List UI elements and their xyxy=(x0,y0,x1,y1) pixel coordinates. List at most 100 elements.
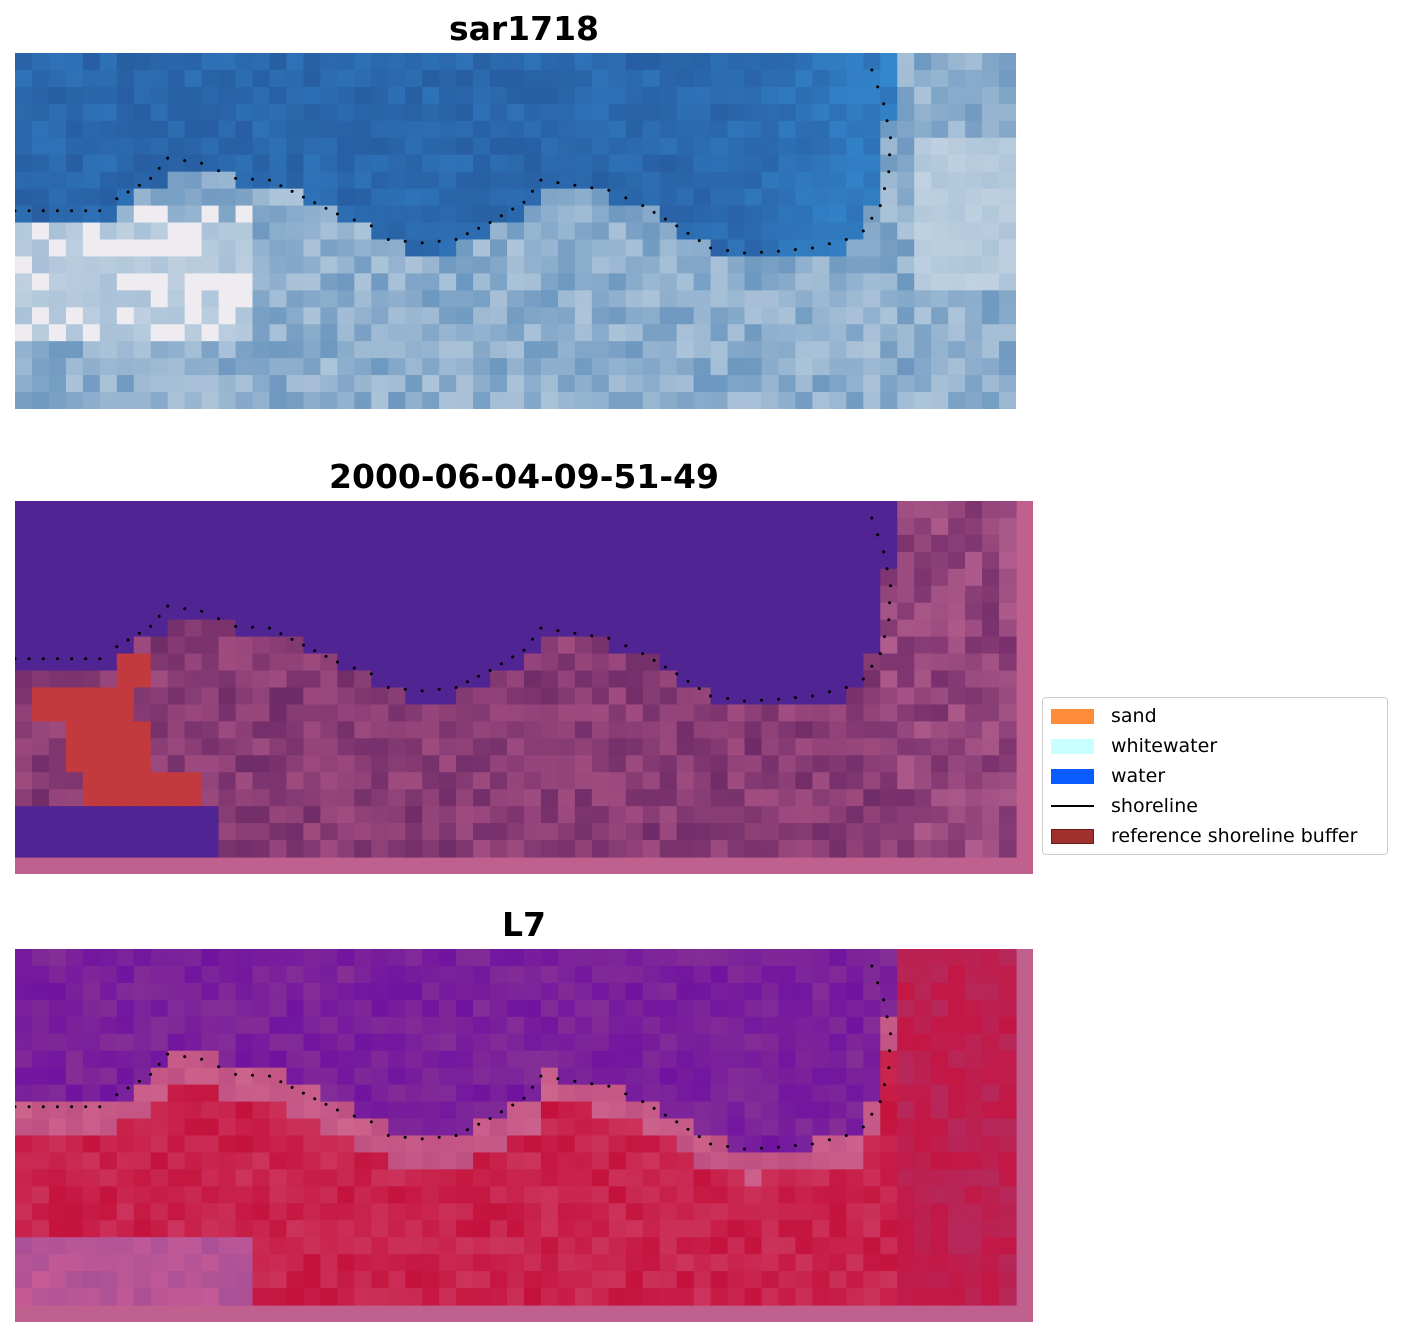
shoreline-dot xyxy=(726,697,730,700)
shoreline-dot xyxy=(709,246,713,250)
shoreline-dot xyxy=(760,250,763,254)
shoreline-dot xyxy=(386,238,390,241)
shoreline-dot xyxy=(335,1108,339,1112)
shoreline-dot xyxy=(234,624,238,628)
shoreline-dot xyxy=(301,195,305,199)
legend-item-shoreline: shoreline xyxy=(1051,795,1198,817)
shoreline-dot xyxy=(251,625,254,629)
sand-swatch xyxy=(1051,708,1094,724)
shoreline-dot xyxy=(607,188,611,192)
shoreline-dot xyxy=(217,169,221,173)
shoreline-dot xyxy=(183,1055,187,1059)
shoreline-dot xyxy=(793,248,797,252)
shoreline-dot xyxy=(115,197,119,201)
shoreline-dot xyxy=(403,687,407,691)
shoreline-dot xyxy=(477,1122,481,1126)
shoreline-dot xyxy=(883,187,886,191)
shoreline-dot xyxy=(663,217,667,221)
panel-title-index: L7 xyxy=(502,905,546,944)
shoreline-dot xyxy=(885,567,889,571)
shoreline-dot xyxy=(98,1105,102,1109)
shoreline-dot xyxy=(499,662,503,666)
shoreline-dot xyxy=(313,649,317,653)
shoreline-dot xyxy=(870,516,874,520)
shoreline-dot xyxy=(777,249,780,253)
shoreline-dot xyxy=(335,660,339,664)
shoreline-dot xyxy=(41,657,45,661)
shoreline-dot xyxy=(290,637,294,641)
shoreline-dot xyxy=(844,1134,848,1137)
shoreline-dot xyxy=(511,1103,515,1107)
shoreline-dot xyxy=(149,1072,153,1076)
shoreline-dot xyxy=(870,664,874,668)
shoreline-dot xyxy=(810,1142,814,1146)
shoreline-dot xyxy=(827,1138,831,1142)
shoreline-dot xyxy=(686,679,690,683)
shoreline-dot xyxy=(641,204,645,208)
shoreline-dot xyxy=(84,209,88,213)
shoreline-dot xyxy=(301,1091,305,1095)
shoreline-dot xyxy=(641,652,645,656)
legend-item-sand: sand xyxy=(1051,705,1157,727)
shoreline-dot xyxy=(888,1049,892,1053)
shoreline-dot xyxy=(369,672,373,676)
shoreline-dot xyxy=(268,1074,271,1078)
shoreline-dot xyxy=(878,1100,882,1104)
shoreline-dot xyxy=(539,178,543,182)
shoreline-dot xyxy=(251,177,254,181)
shoreline-dot xyxy=(454,686,458,689)
shoreline-dot xyxy=(861,229,865,233)
shoreline-dot xyxy=(697,239,701,243)
shoreline-dot xyxy=(888,153,892,157)
shoreline-dot xyxy=(573,631,577,635)
shoreline-dot xyxy=(882,550,886,554)
shoreline-dot xyxy=(709,694,713,698)
shoreline-dot xyxy=(234,1072,238,1076)
shoreline-dot xyxy=(279,632,283,636)
shoreline-dot xyxy=(268,178,271,182)
shoreline-dot xyxy=(403,1135,407,1139)
shoreline-dot xyxy=(200,1057,204,1061)
shoreline-dot xyxy=(15,209,17,213)
shoreline-dot xyxy=(883,635,886,639)
shoreline-dot xyxy=(465,680,469,684)
rgb-image xyxy=(15,53,1016,409)
shoreline-dot xyxy=(313,201,317,205)
shoreline-dot xyxy=(590,634,594,638)
shoreline-dot xyxy=(624,644,628,648)
shoreline-dot xyxy=(870,1112,874,1116)
shoreline-dot xyxy=(607,636,611,640)
shoreline-dot xyxy=(889,584,892,588)
shoreline-dot xyxy=(70,1105,74,1109)
buffer-swatch xyxy=(1051,828,1094,844)
shoreline-dot xyxy=(369,224,373,228)
shoreline-dot xyxy=(675,1120,679,1124)
shoreline-dot xyxy=(624,196,628,200)
shoreline-dot xyxy=(522,200,526,204)
shoreline-dot xyxy=(652,1106,656,1110)
shoreline-dot xyxy=(488,1117,492,1120)
shoreline-dot xyxy=(115,1093,119,1097)
legend-label-water: water xyxy=(1111,765,1166,787)
legend-item-water: water xyxy=(1051,765,1165,787)
shoreline-dot xyxy=(200,161,204,165)
shoreline-dot xyxy=(827,242,831,246)
shoreline-dot xyxy=(437,239,441,243)
shoreline-dot xyxy=(157,614,161,618)
shoreline-dot xyxy=(477,674,481,678)
shoreline-dot xyxy=(876,533,880,537)
shoreline-dot xyxy=(403,239,407,243)
shoreline-dot xyxy=(157,1062,161,1066)
shoreline-dot xyxy=(386,1134,390,1137)
shoreline-dot xyxy=(454,238,458,241)
shoreline-dot xyxy=(15,657,17,661)
shoreline-dot xyxy=(887,170,891,174)
shoreline-dot xyxy=(641,1100,645,1104)
shoreline-dot xyxy=(887,1066,891,1070)
legend-label-whitewater: whitewater xyxy=(1111,735,1218,757)
shoreline-dot xyxy=(313,1097,317,1101)
shoreline-dot xyxy=(861,677,865,681)
shoreline-dot xyxy=(27,657,31,661)
shoreline-dot xyxy=(793,1144,797,1148)
shoreline-dot xyxy=(488,221,492,224)
